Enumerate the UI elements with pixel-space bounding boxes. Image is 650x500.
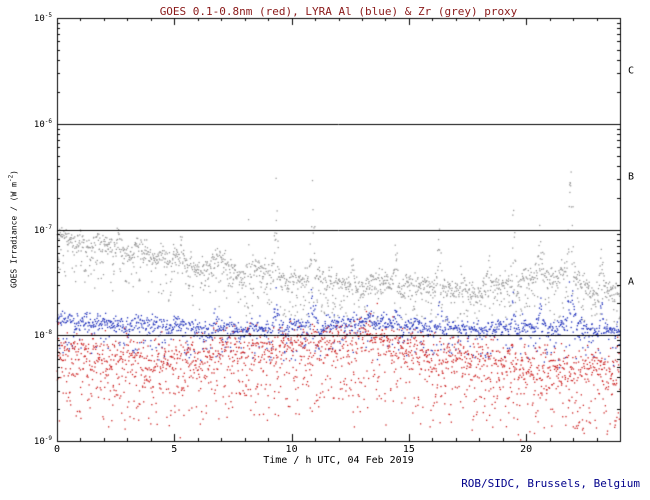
- x-tick-label: 5: [171, 444, 178, 455]
- x-tick-label: 15: [402, 444, 415, 455]
- flux-class-label-c: C: [628, 65, 635, 77]
- y-tick-label: 10-8: [33, 329, 52, 342]
- x-axis-label: Time / h UTC, 04 Feb 2019: [263, 455, 414, 466]
- chart-title: GOES 0.1-0.8nm (red), LYRA Al (blue) & Z…: [159, 5, 518, 18]
- credit-text: ROB/SIDC, Brussels, Belgium: [461, 477, 640, 490]
- y-tick-label: 10-9: [33, 435, 52, 447]
- x-tick-label: 10: [285, 444, 298, 455]
- y-axis-label-exponent: -2: [7, 174, 15, 183]
- y-axis-label-close: ): [9, 169, 19, 175]
- y-tick-label: 10-5: [33, 12, 52, 24]
- flux-class-label-a: A: [628, 276, 635, 288]
- x-tick-label: 20: [520, 444, 533, 455]
- y-tick-label: 10-6: [33, 117, 52, 130]
- y-axis-label: GOES Irradiance / (W m-2): [8, 170, 19, 288]
- y-tick-label: 10-7: [33, 223, 52, 236]
- x-tick-label: 0: [53, 444, 61, 455]
- y-axis-label-text: GOES Irradiance / (W m: [9, 182, 19, 289]
- flux-class-label-b: B: [628, 171, 635, 183]
